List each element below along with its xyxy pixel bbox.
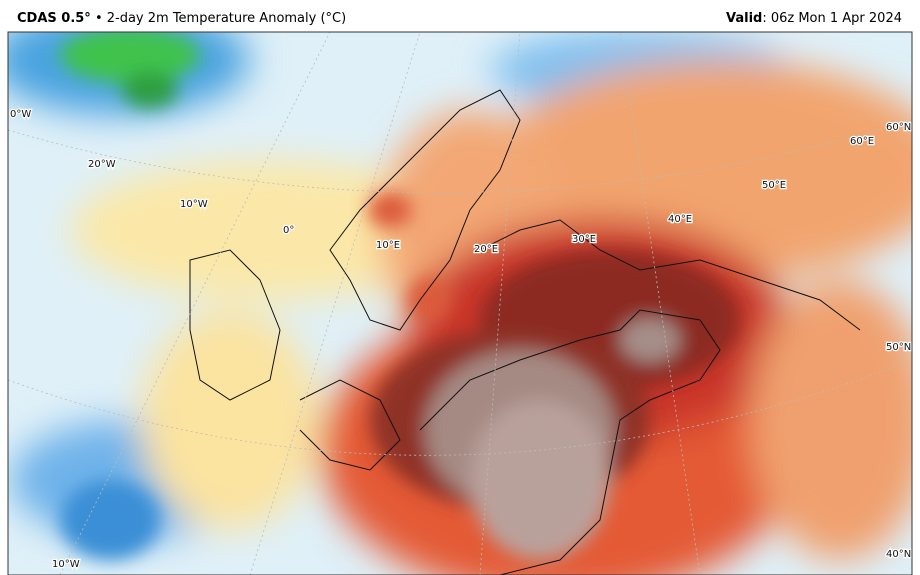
grid-label: 30°E	[572, 234, 596, 245]
model: CDAS 0.5°	[17, 11, 91, 26]
graticule	[8, 32, 912, 575]
grid-label: 20°W	[88, 159, 116, 170]
grid-label: 50°E	[762, 180, 786, 191]
grid-label: 0°	[283, 225, 294, 236]
coastlines	[189, 89, 861, 575]
grid-label: 40°E	[668, 214, 692, 225]
valid: Valid: 06z Mon 1 Apr 2024	[726, 11, 902, 26]
anomaly-field	[8, 32, 912, 575]
header: CDAS 0.5° • 2-day 2m Temperature Anomaly…	[0, 0, 920, 32]
grid-label: 60°E	[850, 136, 874, 147]
grid-label: 50°N	[886, 342, 911, 353]
grid-label: 60°N	[886, 122, 911, 133]
title: CDAS 0.5° • 2-day 2m Temperature Anomaly…	[17, 11, 346, 26]
grid-label: 10°W	[180, 199, 208, 210]
grid-label: 20°E	[474, 244, 498, 255]
map-frame	[7, 31, 913, 575]
valid-label: Valid	[725, 11, 763, 26]
valid-value: : 06z Mon 1 Apr 2024	[762, 11, 902, 26]
grid-label: 10°W	[52, 559, 80, 570]
grid-label: 10°E	[376, 240, 400, 251]
grid-label: 0°W	[10, 109, 31, 120]
product: • 2-day 2m Temperature Anomaly (°C)	[94, 11, 347, 26]
grid-label: 40°N	[886, 549, 911, 560]
